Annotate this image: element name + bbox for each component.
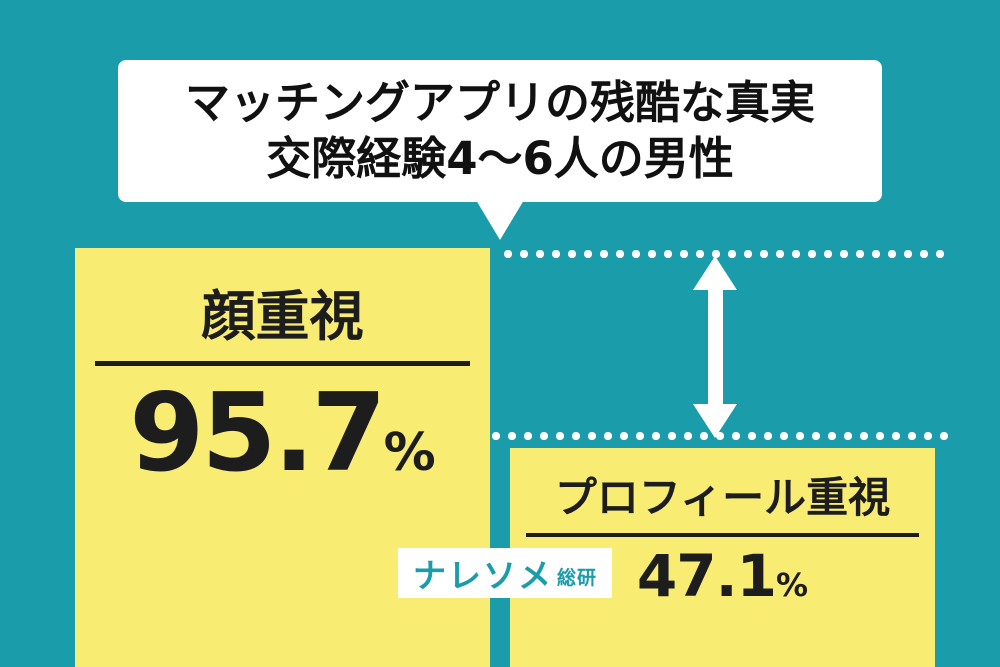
title-line-2: 交際経験4〜6人の男性 — [266, 132, 734, 185]
dotted-line-top — [500, 250, 950, 258]
brand-logo-sub: 総研 — [556, 566, 597, 589]
brand-logo-main: ナレソメ — [412, 556, 553, 595]
bar-face-value-group: 95.7% — [75, 380, 490, 488]
bubble-tail-pointer — [476, 200, 524, 240]
bar-profile-unit: % — [776, 566, 809, 604]
bar-face-emphasis: 顔重視 95.7% — [75, 248, 490, 667]
brand-logo: ナレソメ 総研 — [398, 548, 612, 598]
bar-face-value: 95.7 — [129, 371, 386, 496]
bar-face-unit: % — [383, 423, 436, 483]
bar-profile-label: プロフィール重視 — [526, 464, 919, 537]
arrow-shaft — [708, 288, 723, 406]
bar-profile-value-group: 47.1% — [510, 547, 935, 605]
title-bubble: マッチングアプリの残酷な真実 交際経験4〜6人の男性 — [118, 60, 882, 202]
bar-face-label: 顔重視 — [95, 272, 470, 366]
arrow-up-icon — [693, 256, 737, 290]
title-line-1: マッチングアプリの残酷な真実 — [184, 76, 815, 130]
bar-profile-value: 47.1 — [636, 542, 777, 610]
arrow-down-icon — [693, 404, 737, 438]
